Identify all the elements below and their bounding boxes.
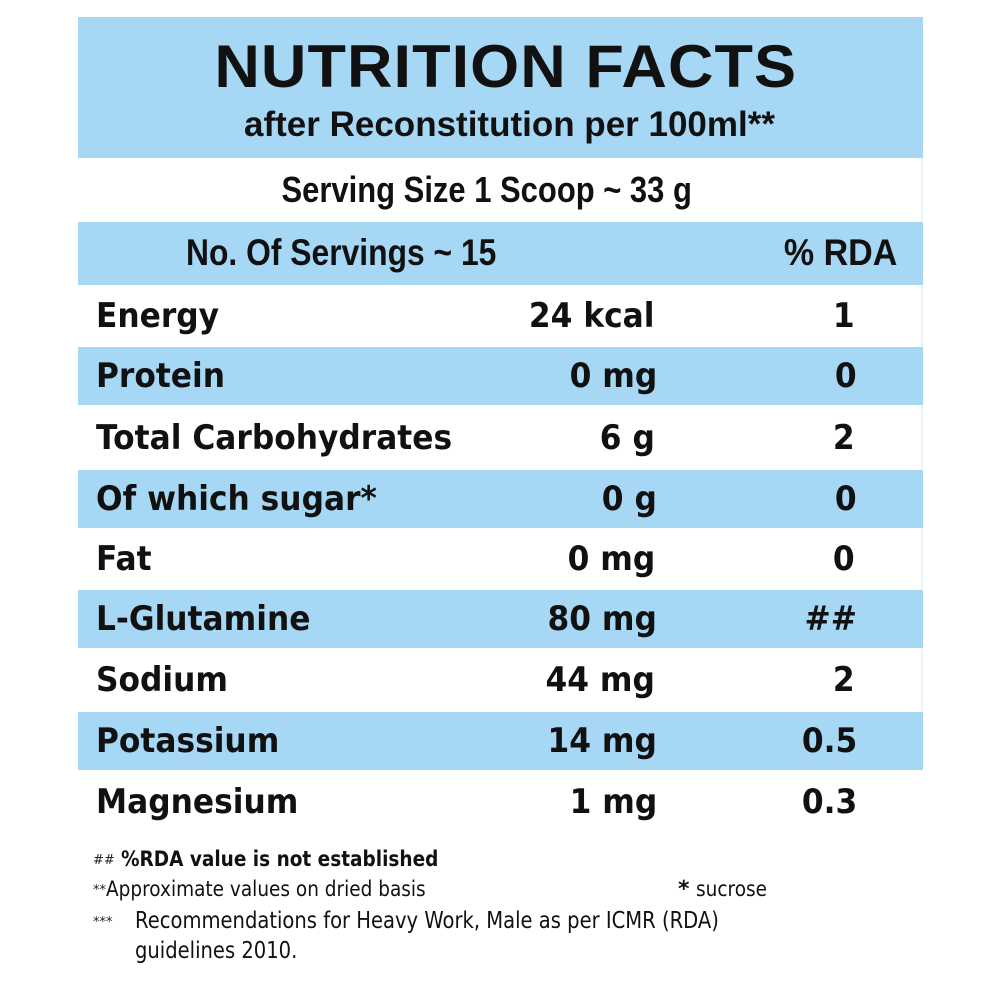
nutrient-amount: 0 mg [567,539,655,579]
nutrient-row-potassium: Potassium 14 mg 0.5 [78,712,923,770]
serving-size-row: Serving Size 1 Scoop ~ 33 g [78,158,923,222]
footnote-text: Approximate values on dried basis [106,877,426,901]
nutrient-name: Fat [96,539,152,579]
nutrient-rda: 2 [833,660,855,700]
serving-size-text: Serving Size 1 Scoop ~ 33 g [281,169,692,210]
nutrient-rda: 0 [833,539,855,579]
nutrient-rda: 0 [835,479,857,519]
nutrient-rda: ## [804,599,857,639]
nutrient-amount: 44 mg [545,660,655,700]
triple-asterisk-mark: *** [93,915,113,930]
footnote-rda-not-established: ## %RDA value is not established [93,844,913,874]
nutrient-rda: 0.3 [801,782,857,822]
nutrition-facts-panel: NUTRITION FACTS after Reconstitution per… [78,17,923,834]
nutrient-name: Total Carbohydrates [96,417,453,458]
nutrient-name: L-Glutamine [96,599,311,639]
nutrient-rda: 0 [835,356,857,396]
nutrient-name: Sodium [96,660,229,700]
double-asterisk-mark: ** [93,883,106,898]
nutrient-name: Energy [96,296,220,336]
nutrient-row-sodium: Sodium 44 mg 2 [78,648,923,712]
panel-subtitle: after Reconstitution per 100ml** [244,105,775,144]
footnote-text: %RDA value is not established [121,847,439,871]
nutrient-amount: 14 mg [547,721,657,761]
nutrient-row-protein: Protein 0 mg 0 [78,347,923,405]
footnote-icmr: *** Recommendations for Heavy Work, Male… [93,906,913,966]
nutrient-row-magnesium: Magnesium 1 mg 0.3 [78,770,923,834]
footnote-text-line2: guidelines 2010. [135,938,298,964]
nutrient-amount: 24 kcal [529,296,655,336]
nutrient-row-energy: Energy 24 kcal 1 [78,285,923,347]
double-hash-mark: ## [93,853,115,868]
nutrient-row-total-carbohydrates: Total Carbohydrates 6 g 2 [78,405,923,470]
nutrient-rda: 0.5 [801,721,857,761]
nutrient-name: Magnesium [96,782,299,822]
nutrient-amount: 0 g [601,479,657,519]
nutrient-amount: 80 mg [547,599,657,639]
footnotes: ## %RDA value is not established **Appro… [93,844,913,966]
panel-title: NUTRITION FACTS [214,33,798,100]
footnote-sucrose: * sucrose [678,874,777,905]
servings-header-row: No. Of Servings ~ 15 % RDA [78,222,923,285]
nutrient-row-l-glutamine: L-Glutamine 80 mg ## [78,590,923,648]
nutrient-amount: 0 mg [569,356,657,396]
nutrient-rda: 2 [833,417,855,458]
header-band: NUTRITION FACTS after Reconstitution per… [78,17,923,158]
footnote-text: sucrose [696,877,768,901]
nutrient-row-sugar: Of which sugar* 0 g 0 [78,470,923,528]
rda-column-header: % RDA [783,232,897,273]
servings-count: No. Of Servings ~ 15 [186,232,497,273]
nutrient-amount: 6 g [599,417,655,458]
nutrient-row-fat: Fat 0 mg 0 [78,528,923,590]
nutrient-name: Protein [96,356,226,396]
footnote-approximate-values: **Approximate values on dried basis * su… [93,874,913,904]
asterisk-mark: * [678,877,690,902]
nutrient-name: Of which sugar* [96,479,377,519]
nutrient-name: Potassium [96,721,280,761]
footnote-text-line1: Recommendations for Heavy Work, Male as … [135,908,719,934]
nutrient-amount: 1 mg [569,782,657,822]
nutrient-rda: 1 [833,296,855,336]
